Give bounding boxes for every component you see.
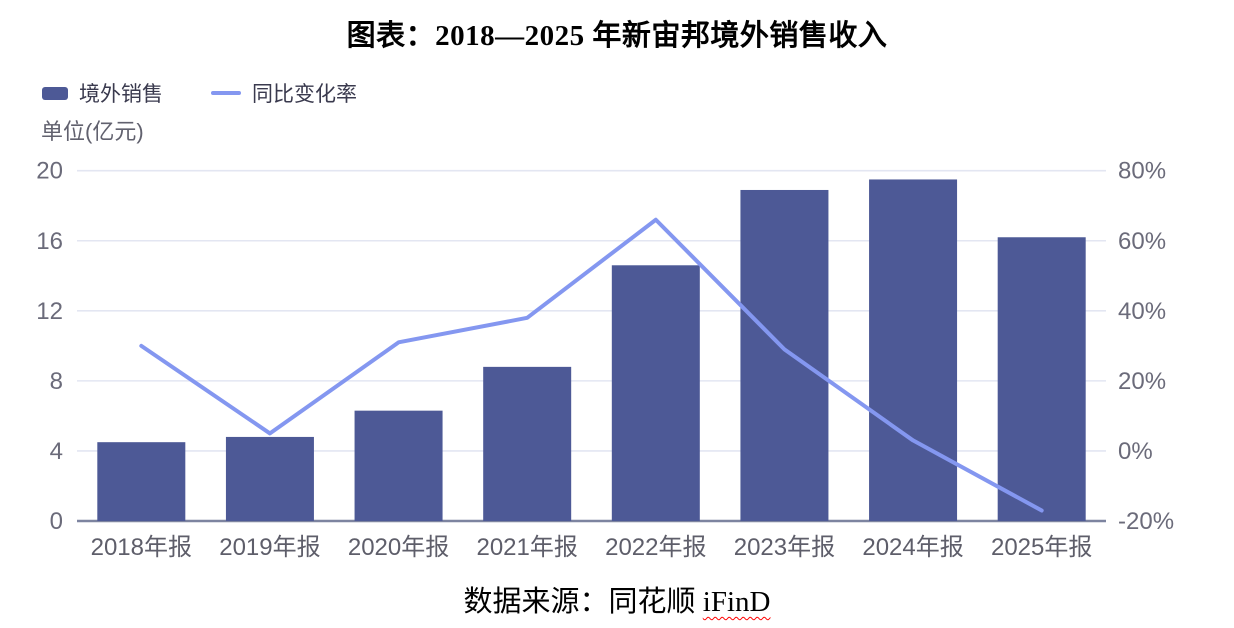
yoy-change-line xyxy=(139,217,1044,513)
left-axis-unit-label: 单位(亿元) xyxy=(41,119,144,144)
line-series-swatch-icon xyxy=(211,91,241,95)
right-axis-tick-label: 0% xyxy=(1118,438,1153,465)
bar-2019年报 xyxy=(225,436,314,521)
chart-title: 图表：2018—2025 年新宙邦境外销售收入 xyxy=(346,20,888,52)
x-axis-label-2024年报: 2024年报 xyxy=(862,534,963,561)
right-axis-tick-label: -20% xyxy=(1118,508,1174,535)
right-axis-tick-label: 20% xyxy=(1118,368,1166,395)
chart-plot-area: 0 4 8 12 16 20 -20% 0% 20% 40% 60% 80% 2018年报 2019年报 2… xyxy=(36,158,1174,561)
bar-2022年报 xyxy=(611,265,700,521)
bar-2023年报 xyxy=(740,189,829,522)
data-source-note: 数据来源：同花顺 iFinD xyxy=(0,578,1234,620)
x-axis-label-2022年报: 2022年报 xyxy=(605,534,706,561)
x-axis-label-2025年报: 2025年报 xyxy=(991,534,1092,561)
left-axis-tick-label: 12 xyxy=(36,298,63,325)
right-axis-tick-label: 60% xyxy=(1118,228,1166,255)
chart-legend: 境外销售 同比变化率 xyxy=(42,78,357,108)
data-source-ifind-text: iFinD xyxy=(702,586,771,618)
x-axis-label-2018年报: 2018年报 xyxy=(91,534,192,561)
bar-2018年报 xyxy=(97,442,186,521)
right-axis-tick-label: 40% xyxy=(1118,298,1166,325)
left-axis-tick-label: 20 xyxy=(36,158,63,185)
legend-item-bar-series: 境外销售 xyxy=(42,78,163,108)
legend-item-line-series: 同比变化率 xyxy=(211,78,357,108)
bar-series-swatch-icon xyxy=(42,86,68,100)
left-axis-tick-label: 4 xyxy=(50,438,63,465)
right-axis-tick-label: 80% xyxy=(1118,158,1166,185)
left-axis-tick-label: 8 xyxy=(50,368,63,395)
x-axis-label-2020年报: 2020年报 xyxy=(348,534,449,561)
left-axis-tick-label: 16 xyxy=(36,228,63,255)
legend-bar-label: 境外销售 xyxy=(79,83,163,106)
left-axis-tick-label: 0 xyxy=(50,508,63,535)
x-axis-label-2019年报: 2019年报 xyxy=(219,534,320,561)
bar-2021年报 xyxy=(483,366,572,521)
legend-line-label: 同比变化率 xyxy=(252,83,357,106)
data-source-text: 数据来源：同花顺 xyxy=(463,586,703,618)
bar-2024年报 xyxy=(869,179,958,521)
x-axis-label-2021年报: 2021年报 xyxy=(476,534,577,561)
x-axis-label-2023年报: 2023年报 xyxy=(734,534,835,561)
bar-2025年报 xyxy=(997,237,1086,521)
bar-2020年报 xyxy=(354,410,443,521)
